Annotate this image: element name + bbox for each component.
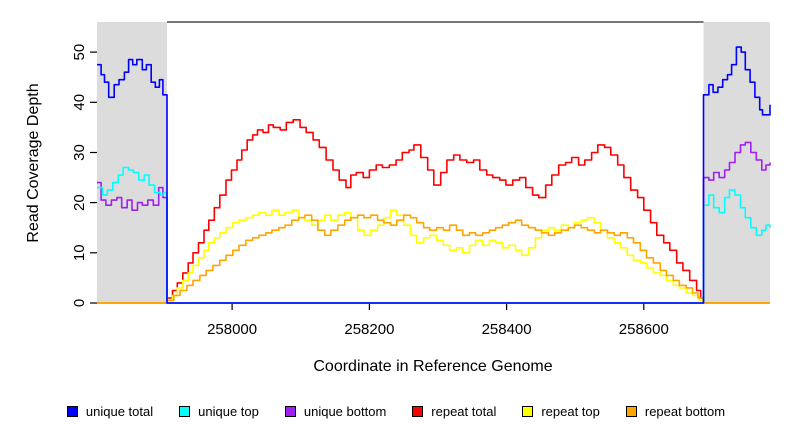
x-tick-label: 258600: [619, 321, 669, 338]
legend-label-repeat-total: repeat total: [431, 403, 497, 419]
legend-item-unique-total: unique total: [66, 403, 154, 419]
legend: unique total unique top unique bottom re…: [0, 383, 792, 432]
legend-swatch-repeat-bottom: [625, 405, 637, 417]
y-axis-title: Read Coverage Depth: [25, 83, 42, 242]
y-tick-label: 50: [71, 44, 88, 61]
legend-swatch-repeat-total: [412, 405, 424, 417]
legend-label-repeat-top: repeat top: [541, 403, 600, 419]
chart-layer: 258000 258200 258400 258600 0 10 20 30 40 50: [71, 21, 771, 338]
y-tick-label: 10: [71, 244, 88, 261]
x-axis-title: Coordinate in Reference Genome: [313, 358, 552, 375]
series-line-unique-total: [97, 46, 771, 304]
legend-swatch-unique-bottom: [284, 405, 296, 417]
legend-label-unique-total: unique total: [85, 403, 154, 419]
legend-swatch-repeat-top: [522, 405, 534, 417]
legend-label-unique-top: unique top: [198, 403, 259, 419]
x-tick-label: 258000: [207, 321, 257, 338]
shaded-region: [97, 22, 167, 303]
legend-item-repeat-top: repeat top: [522, 404, 600, 419]
series-line-unique-bottom: [97, 141, 771, 304]
x-tick-label: 258200: [344, 321, 394, 338]
shaded-region: [703, 22, 770, 303]
legend-swatch-unique-top: [179, 405, 191, 417]
legend-item-repeat-bottom: repeat bottom: [625, 403, 726, 419]
series-line-repeat-total: [97, 119, 770, 304]
coverage-depth-plot: 258000 258200 258400 258600 0 10 20 30 40 50 Coor…: [25, 21, 771, 375]
legend-label-unique-bottom: unique bottom: [303, 403, 387, 419]
legend-swatch-unique-total: [66, 405, 78, 417]
y-tick-label: 20: [71, 194, 88, 211]
series-line-repeat-bottom: [97, 214, 770, 304]
legend-item-unique-bottom: unique bottom: [284, 403, 387, 419]
legend-item-repeat-total: repeat total: [412, 404, 496, 419]
y-tick-label: 0: [71, 299, 88, 307]
x-tick-label: 258400: [482, 321, 532, 338]
series-line-repeat-top: [97, 209, 770, 304]
y-tick-label: 40: [71, 94, 88, 111]
legend-label-repeat-bottom: repeat bottom: [644, 403, 726, 419]
y-tick-label: 30: [71, 144, 88, 161]
legend-item-unique-top: unique top: [179, 404, 259, 419]
